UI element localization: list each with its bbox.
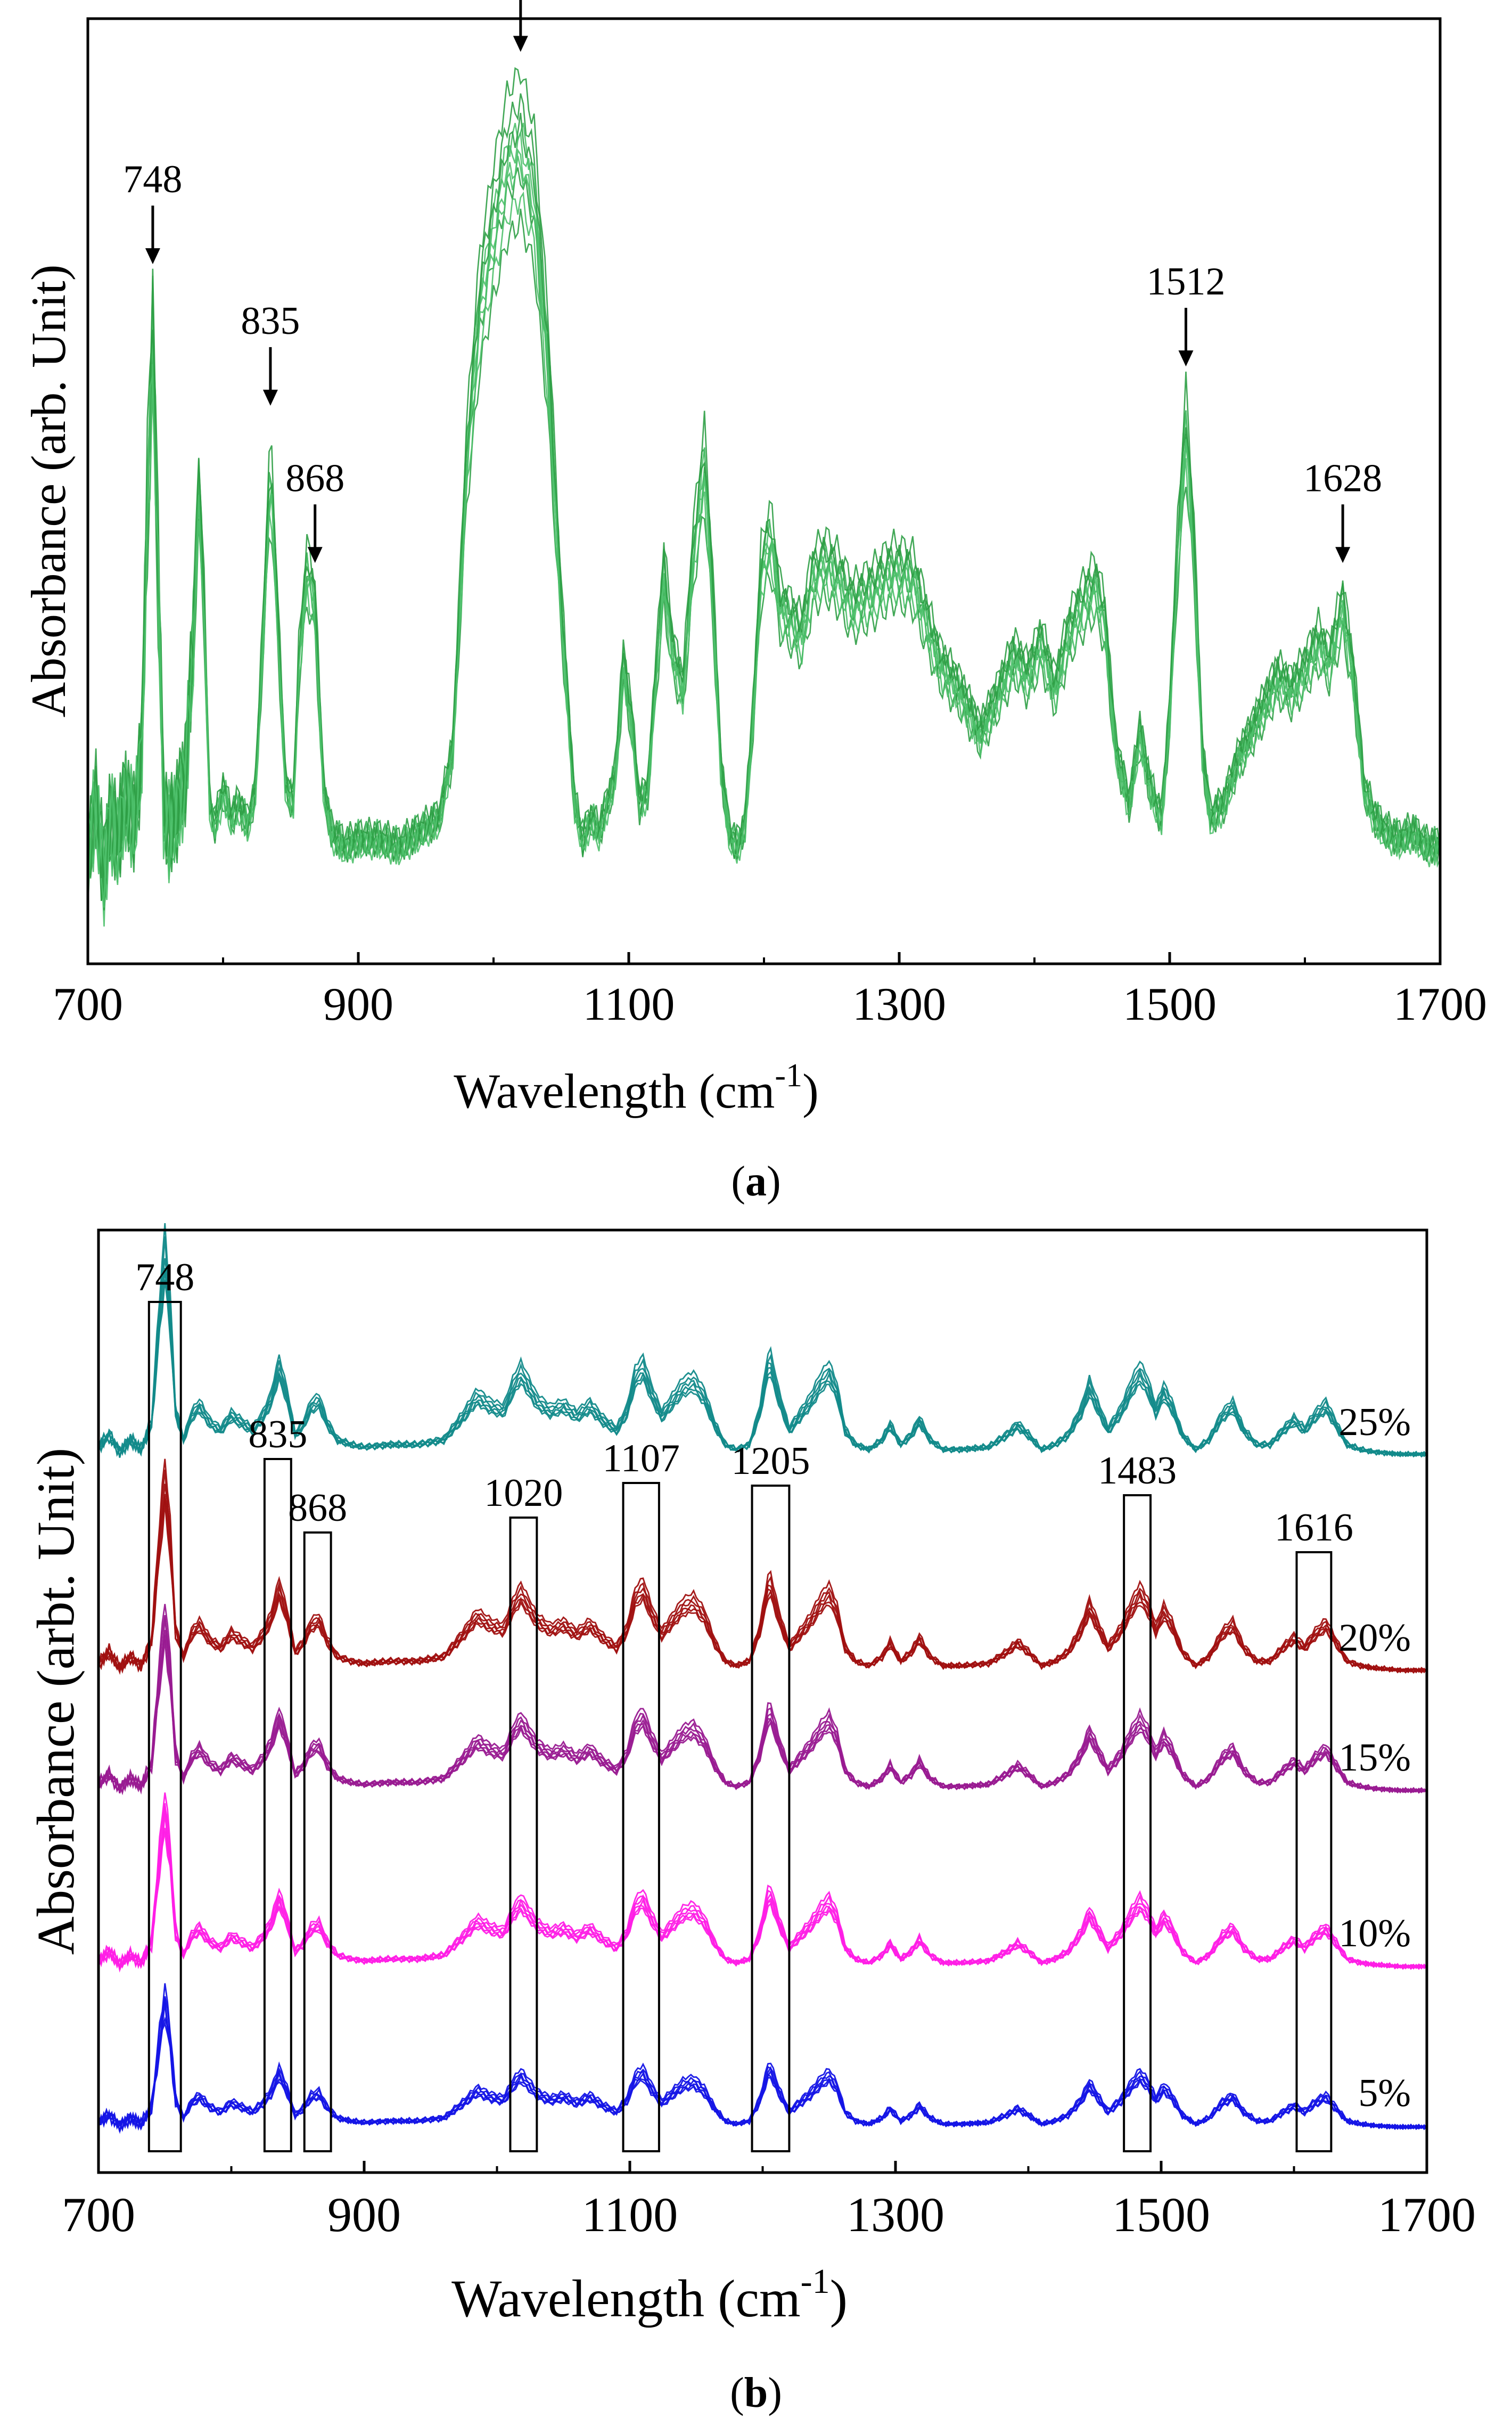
peak-label: 1628 bbox=[1303, 456, 1382, 500]
x-tick-label: 700 bbox=[53, 979, 123, 1030]
panel-b-spectrum-line bbox=[98, 1792, 1428, 1969]
peak-label: 868 bbox=[285, 456, 344, 500]
panel-b-series-group bbox=[97, 1223, 1428, 2134]
x-tick-label: 1300 bbox=[847, 2187, 944, 2242]
peak-box-label: 1616 bbox=[1275, 1506, 1353, 1550]
peak-box-label: 1483 bbox=[1098, 1449, 1177, 1493]
panel-b-spectrum-line bbox=[97, 1635, 1428, 1794]
peak-arrow-head bbox=[1178, 350, 1194, 367]
panel-b-spectrum-line bbox=[97, 2016, 1428, 2134]
x-tick-label: 1500 bbox=[1112, 2187, 1210, 2242]
peak-box bbox=[751, 1485, 791, 2152]
panel-a-chart: 748835868102015121628 700900110013001500… bbox=[21, 0, 1487, 1205]
x-tick-label: 1100 bbox=[583, 979, 675, 1030]
panel-b-spectrum-line bbox=[97, 1223, 1428, 1456]
peak-box bbox=[1295, 1551, 1333, 2152]
group-label: 25% bbox=[1338, 1400, 1411, 1444]
panel-b-x-axis-label: Wavelength (cm-1) bbox=[451, 2262, 848, 2328]
peak-arrow-head bbox=[145, 248, 160, 265]
x-tick-label: 1100 bbox=[582, 2187, 678, 2242]
x-tick-label: 1500 bbox=[1123, 979, 1217, 1030]
group-label: 10% bbox=[1338, 1912, 1411, 1955]
peak-box-label: 1020 bbox=[484, 1471, 563, 1515]
panel-a-y-axis-label: Absorbance (arb. Unit) bbox=[21, 265, 76, 718]
panel-b-caption: (b) bbox=[730, 2370, 782, 2416]
peak-arrow-head bbox=[513, 36, 528, 52]
panel-a-x-axis: 700 900 1100 1300 1500 1700 bbox=[53, 952, 1487, 1030]
panel-b-spectrum-line bbox=[97, 1803, 1427, 1970]
panel-a-caption: (a) bbox=[731, 1158, 780, 1205]
peak-label: 835 bbox=[241, 299, 300, 343]
peak-box bbox=[147, 1301, 182, 2152]
peak-box bbox=[263, 1458, 292, 2152]
panel-b-peak-boxes: 748 835 868 1020 1107 1205 1483 1616 bbox=[135, 1256, 1353, 2152]
panel-b-spectrum-line bbox=[98, 1494, 1428, 1674]
x-tick-label: 900 bbox=[327, 2187, 401, 2242]
panel-b-spectrum-line bbox=[97, 1827, 1427, 1973]
peak-arrow-head bbox=[1335, 547, 1351, 563]
panel-b-chart: 748 835 868 1020 1107 1205 1483 1616 25% 20% 15% 1… bbox=[26, 1223, 1476, 2416]
panel-a-x-axis-label: Wavelength (cm-1) bbox=[454, 1058, 818, 1118]
x-tick-label: 900 bbox=[323, 979, 393, 1030]
peak-box-label: 1107 bbox=[603, 1437, 680, 1480]
peak-box-label: 748 bbox=[135, 1256, 194, 1299]
group-label: 20% bbox=[1338, 1616, 1411, 1660]
peak-box-label: 1205 bbox=[731, 1439, 810, 1483]
peak-box bbox=[509, 1517, 538, 2152]
panel-b-spectrum-line bbox=[97, 1267, 1427, 1458]
x-tick-label: 1300 bbox=[852, 979, 946, 1030]
peak-label: 1512 bbox=[1146, 260, 1225, 304]
peak-box-label: 835 bbox=[248, 1413, 307, 1456]
peak-box bbox=[622, 1482, 660, 2152]
group-label: 5% bbox=[1358, 2071, 1411, 2115]
panel-a-spectrum-line bbox=[87, 155, 1441, 907]
peak-arrow-head bbox=[262, 389, 278, 406]
panel-b-y-axis-label: Absorbance (arbt. Unit) bbox=[26, 1448, 85, 1955]
x-tick-label: 700 bbox=[62, 2187, 135, 2242]
panel-b-x-axis: 700 900 1100 1300 1500 1700 bbox=[62, 2161, 1476, 2242]
peak-box-label: 868 bbox=[288, 1486, 347, 1530]
panel-b-group-labels: 25% 20% 15% 10% 5% bbox=[1338, 1400, 1411, 2115]
panel-a-peak-annotations: 748835868102015121628 bbox=[123, 0, 1382, 563]
x-tick-label: 1700 bbox=[1378, 2187, 1476, 2242]
peak-label: 748 bbox=[123, 158, 182, 201]
peak-arrow-head bbox=[307, 547, 323, 563]
peak-box bbox=[303, 1531, 332, 2152]
group-label: 15% bbox=[1338, 1736, 1411, 1780]
panel-a-series-group bbox=[87, 67, 1441, 927]
x-tick-label: 1700 bbox=[1393, 979, 1487, 1030]
peak-box bbox=[1123, 1494, 1152, 2152]
